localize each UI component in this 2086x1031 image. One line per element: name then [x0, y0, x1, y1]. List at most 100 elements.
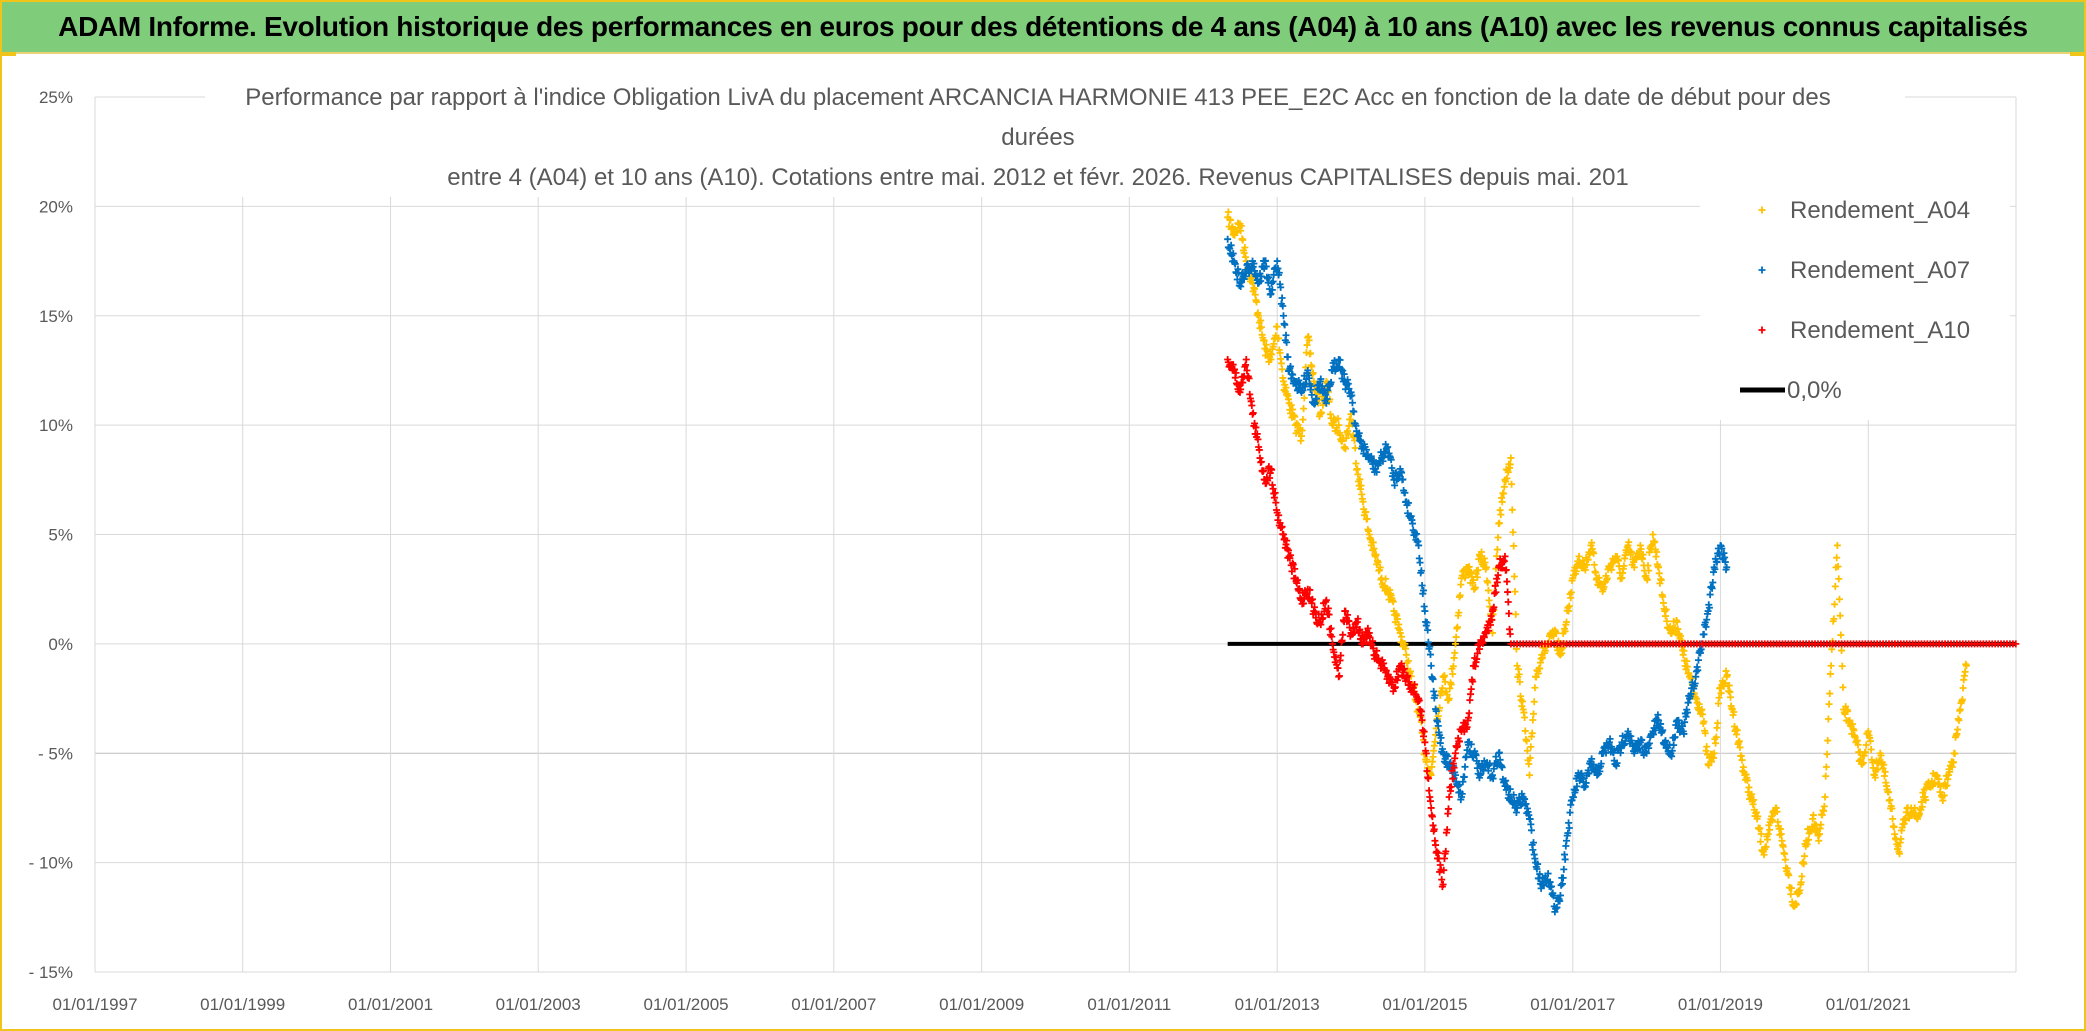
data-point: [1260, 337, 1268, 345]
data-point: [1319, 614, 1327, 622]
data-point: [1257, 317, 1265, 325]
data-point: [1565, 602, 1573, 610]
data-point: [1393, 615, 1401, 623]
data-point: [1710, 749, 1718, 757]
data-point: [1602, 749, 1610, 757]
data-point: [1391, 683, 1399, 691]
data-point: [1420, 728, 1428, 736]
data-point: [1584, 556, 1592, 564]
data-point: [1400, 665, 1408, 673]
data-point: [1885, 788, 1893, 796]
data-point: [1295, 585, 1303, 593]
data-point: [1232, 369, 1240, 377]
x-tick-label: 01/01/2009: [939, 995, 1024, 1014]
data-point: [1922, 796, 1930, 804]
data-point: [1279, 312, 1287, 320]
data-point: [1510, 572, 1518, 580]
data-point: [1880, 761, 1888, 769]
data-point: [1327, 624, 1335, 632]
data-point: [1345, 617, 1353, 625]
data-point: [1493, 578, 1501, 586]
data-point: [1453, 742, 1461, 750]
y-tick-label: - 10%: [29, 854, 73, 873]
data-point: [1248, 402, 1256, 410]
data-point: [1730, 708, 1738, 716]
data-point: [1567, 588, 1575, 596]
data-point: [1243, 366, 1251, 374]
data-point: [1469, 576, 1477, 584]
chart-axes: 25% 20% 15% 10% 5% 0% - 5% - 10% - 15% 01/01/1997…: [29, 88, 1911, 1014]
data-point: [1510, 542, 1518, 550]
data-point: [1428, 813, 1436, 821]
data-point: [1590, 549, 1598, 557]
data-point: [1525, 771, 1533, 779]
data-point: [1563, 618, 1570, 626]
data-point: [1701, 729, 1709, 737]
data-point: [1279, 302, 1287, 310]
x-tick-label: 01/01/2011: [1087, 995, 1171, 1014]
data-point: [1659, 599, 1667, 607]
data-point: [1718, 545, 1726, 553]
data-point: [1235, 382, 1243, 390]
report-header: ADAM Informe. Evolution historique des p…: [2, 2, 2084, 52]
data-point: [1335, 672, 1343, 680]
data-point: [1352, 460, 1360, 468]
data-point: [1661, 612, 1669, 620]
data-point: [1337, 365, 1345, 373]
data-point: [1513, 804, 1521, 812]
data-point: [1473, 573, 1481, 581]
data-point: [1943, 782, 1951, 790]
data-point: [1451, 640, 1459, 648]
data-point: [1394, 673, 1402, 681]
data-point: [1239, 236, 1247, 244]
data-point: [1639, 551, 1647, 559]
data-point: [1362, 638, 1370, 646]
data-point: [1862, 748, 1870, 756]
data-point: [1940, 791, 1948, 799]
data-point: [1484, 586, 1492, 594]
data-point: [1824, 715, 1832, 723]
data-point: [1466, 696, 1474, 704]
data-point: [1504, 468, 1512, 476]
data-point: [1382, 667, 1390, 675]
data-point: [1797, 878, 1805, 886]
report-title: ADAM Informe. Evolution historique des p…: [58, 11, 2028, 42]
data-point: [1474, 566, 1482, 574]
data-point: [1712, 739, 1720, 747]
data-point: [1671, 733, 1679, 741]
y-tick-label: 0%: [48, 635, 73, 654]
data-point: [1821, 793, 1829, 801]
data-point: [1650, 730, 1658, 738]
data-point: [1951, 750, 1959, 758]
data-point: [1766, 826, 1774, 834]
data-point: [1273, 257, 1281, 265]
legend-label: Rendement_A07: [1790, 257, 1970, 284]
data-point: [1659, 726, 1667, 734]
data-point: [1613, 759, 1621, 767]
data-point: [1396, 629, 1404, 637]
data-point: [1758, 266, 1766, 274]
chart-title-line: Performance par rapport à l'indice Oblig…: [245, 84, 1830, 111]
data-point: [1705, 761, 1713, 769]
data-point: [1572, 786, 1580, 794]
data-point: [1469, 678, 1477, 686]
data-point: [1309, 369, 1317, 377]
data-point: [1391, 481, 1399, 489]
data-point: [1787, 890, 1795, 898]
data-point: [1485, 596, 1493, 604]
data-point: [1881, 768, 1889, 776]
data-point: [1955, 716, 1963, 724]
data-point: [1831, 582, 1839, 590]
data-point: [1418, 581, 1426, 589]
data-point: [1404, 499, 1412, 507]
data-point: [1735, 737, 1743, 745]
data-point: [1339, 631, 1347, 639]
data-point: [1303, 341, 1311, 349]
data-point: [1431, 691, 1439, 699]
data-point: [1305, 336, 1313, 344]
data-point: [1781, 856, 1789, 864]
data-point: [1764, 830, 1772, 838]
data-point: [1694, 666, 1702, 674]
data-point: [1569, 793, 1577, 801]
